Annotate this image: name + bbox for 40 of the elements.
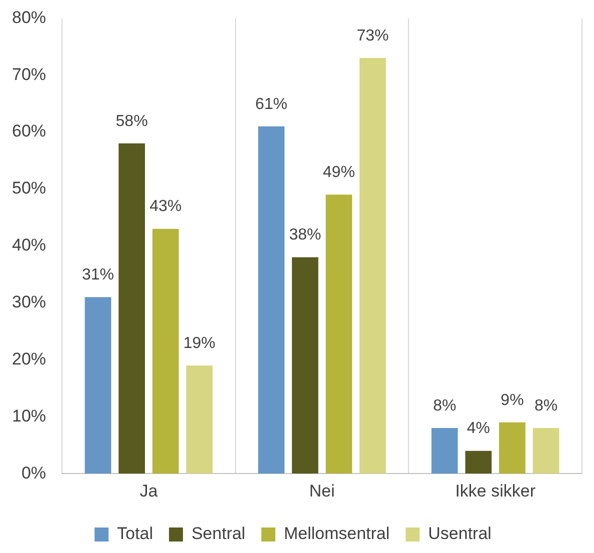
data-label: 43% [150,198,182,216]
y-tick-label: 60% [12,122,46,141]
x-tick-label: Ikke sikker [455,481,536,500]
bar [431,428,458,474]
bar [186,365,213,474]
y-tick-label: 80% [12,8,46,27]
data-label: 49% [322,164,355,182]
bar [465,450,492,474]
data-label: 61% [255,96,288,113]
bar [118,143,145,474]
data-label: 58% [116,112,148,130]
data-label: 19% [183,334,216,352]
y-tick-label: 20% [12,349,46,368]
legend-label: Total [117,524,153,544]
data-label: 31% [82,266,114,284]
x-tick-label: Nei [309,481,335,500]
data-label: 73% [356,27,389,44]
legend-label: Usentral [428,524,492,544]
legend-label: Mellomsentral [284,524,390,544]
data-label: 8% [534,397,558,414]
x-tick-label: Ja [140,481,158,500]
data-label: 9% [500,392,524,409]
bar [499,422,526,474]
bar [532,428,560,474]
data-label: 8% [433,397,456,414]
y-tick-label: 40% [12,236,46,255]
bar [360,58,386,474]
y-tick-label: 0% [21,463,46,482]
y-tick-label: 70% [12,64,46,84]
bar [258,126,284,474]
y-tick-label: 30% [12,292,46,312]
bar [84,297,112,474]
y-tick-label: 50% [12,178,46,198]
bar [292,257,318,474]
legend-label: Sentral [191,524,246,544]
bar [326,194,352,474]
data-label: 4% [466,420,490,438]
bar [152,228,179,474]
data-label: 38% [289,226,322,244]
y-tick-label: 10% [12,406,46,426]
